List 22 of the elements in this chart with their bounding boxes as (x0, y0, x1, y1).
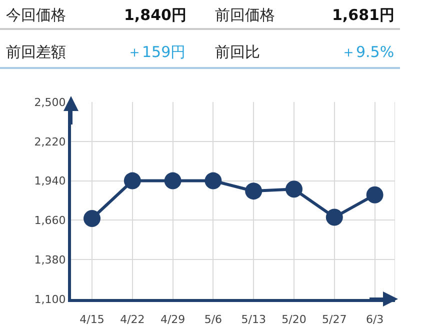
x-tick-label: 4/29 (160, 313, 186, 326)
text: 前回価格 (215, 6, 275, 24)
text: 前回差額 (6, 43, 66, 61)
y-tick-label: 2,500 (34, 96, 66, 109)
y-tick-label: 1,940 (34, 174, 66, 188)
x-tick-label: 4/22 (120, 313, 145, 326)
text: ＋159円 (127, 43, 186, 61)
text: 1,840円 (124, 6, 186, 24)
y-tick-label: 1,660 (34, 214, 66, 228)
x-tick-label: 5/6 (204, 313, 222, 326)
x-tick-label: 6/3 (366, 313, 384, 326)
x-tick-label: 5/20 (282, 313, 306, 326)
x-tick-label: 5/27 (322, 313, 347, 326)
x-tick-label: 5/13 (241, 313, 266, 326)
text: 1,681円 (332, 6, 394, 24)
y-tick-label: 1,380 (34, 253, 66, 266)
text: 今回価格 (6, 6, 66, 24)
y-tick-label: 2,220 (34, 135, 66, 148)
y-tick-label: 1,100 (34, 292, 66, 306)
text: 前回比 (215, 43, 260, 61)
x-tick-label: 4/15 (80, 313, 104, 326)
text: ＋9.5% (341, 43, 394, 61)
